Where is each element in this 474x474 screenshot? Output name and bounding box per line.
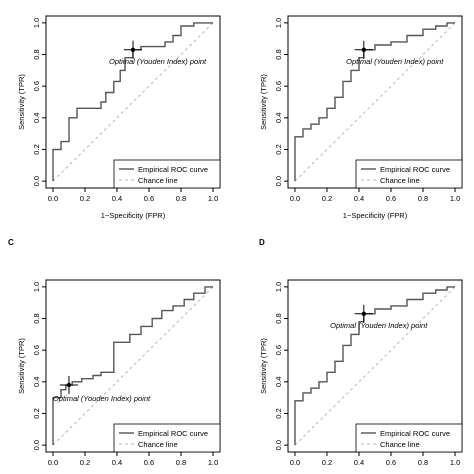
optimal-point	[66, 382, 72, 388]
legend-chance-label: Chance line	[138, 440, 178, 449]
optimal-point-annotation: Optimal (Youden Index) point	[330, 321, 428, 330]
x-tick-label: 1.0	[450, 194, 460, 203]
x-tick-label: 0.0	[48, 194, 58, 203]
legend-box	[355, 423, 463, 453]
legend-box	[113, 423, 221, 453]
roc-panel-1: 0.0 0.0 0.2 0.2 0.4 0.4 0.6 0.6 0.8 0.8 1.0 1.0 1−Sp…	[17, 15, 221, 220]
legend-roc-label: Empirical ROC curve	[138, 429, 208, 438]
legend-roc-label: Empirical ROC curve	[380, 165, 450, 174]
x-tick-label: 1.0	[208, 194, 218, 203]
y-tick-label: 1.0	[32, 18, 41, 28]
panel-label: C	[8, 238, 14, 247]
x-tick-label: 0.8	[418, 458, 428, 467]
y-axis-label: Sensitivity (TPR)	[259, 74, 268, 130]
x-tick-label: 0.4	[354, 194, 364, 203]
y-tick-label: 0.0	[32, 440, 41, 450]
optimal-point-annotation: Optimal (Youden Index) point	[109, 57, 207, 66]
chance-line	[52, 22, 214, 182]
roc-curve	[294, 286, 455, 446]
y-tick-label: 0.8	[32, 49, 41, 59]
y-tick-label: 1.0	[274, 282, 283, 292]
y-tick-label: 0.8	[274, 313, 283, 323]
y-tick-label: 1.0	[274, 18, 283, 28]
x-tick-label: 0.2	[322, 458, 332, 467]
optimal-point-annotation: Optimal (Youden Index) point	[346, 57, 444, 66]
legend-box	[113, 159, 221, 189]
x-tick-label: 0.4	[112, 458, 122, 467]
y-tick-label: 0.6	[32, 81, 41, 91]
roc-curve	[294, 22, 455, 182]
legend-roc-label: Empirical ROC curve	[380, 429, 450, 438]
optimal-point-annotation: Optimal (Youden Index) point	[53, 394, 151, 403]
chance-line	[52, 286, 214, 446]
y-axis-label: Sensitivity (TPR)	[259, 338, 268, 394]
roc-panel-4: 0.0 0.0 0.2 0.2 0.4 0.4 0.6 0.6 0.8 0.8 1.0 1.0 Sens…	[259, 238, 463, 467]
y-tick-label: 0.4	[274, 377, 283, 387]
x-tick-label: 0.6	[144, 194, 154, 203]
legend-chance-label: Chance line	[380, 440, 420, 449]
x-tick-label: 0.0	[290, 458, 300, 467]
optimal-point	[130, 47, 136, 52]
y-tick-label: 0.6	[32, 345, 41, 355]
x-tick-label: 0.2	[80, 458, 90, 467]
x-tick-label: 0.6	[144, 458, 154, 467]
y-tick-label: 0.6	[274, 81, 283, 91]
y-axis-label: Sensitivity (TPR)	[17, 338, 26, 394]
y-tick-label: 0.0	[32, 176, 41, 186]
y-tick-label: 0.0	[274, 176, 283, 186]
legend-roc-label: Empirical ROC curve	[138, 165, 208, 174]
y-tick-label: 0.2	[274, 144, 283, 154]
roc-curve	[52, 22, 213, 182]
x-axis-label: 1−Specificity (FPR)	[343, 211, 408, 220]
y-tick-label: 0.0	[274, 440, 283, 450]
y-tick-label: 0.4	[32, 113, 41, 123]
x-tick-label: 0.6	[386, 194, 396, 203]
roc-panel-3: 0.0 0.0 0.2 0.2 0.4 0.4 0.6 0.6 0.8 0.8 1.0 1.0 Sens…	[8, 238, 221, 467]
roc-curve	[52, 286, 213, 446]
y-axis-label: Sensitivity (TPR)	[17, 74, 26, 130]
y-tick-label: 0.2	[32, 408, 41, 418]
x-tick-label: 1.0	[450, 458, 460, 467]
y-tick-label: 0.4	[274, 113, 283, 123]
x-tick-label: 1.0	[208, 458, 218, 467]
chance-line	[294, 286, 456, 446]
panel-label: D	[259, 238, 265, 247]
legend-chance-label: Chance line	[138, 176, 178, 185]
legend-chance-label: Chance line	[380, 176, 420, 185]
x-tick-label: 0.0	[48, 458, 58, 467]
roc-panel-2: 0.0 0.0 0.2 0.2 0.4 0.4 0.6 0.6 0.8 0.8 1.0 1.0 1−Sp…	[259, 15, 463, 220]
x-tick-label: 0.2	[80, 194, 90, 203]
y-tick-label: 0.8	[274, 49, 283, 59]
chance-line	[294, 22, 456, 182]
x-axis-label: 1−Specificity (FPR)	[101, 211, 166, 220]
y-tick-label: 0.6	[274, 345, 283, 355]
x-tick-label: 0.6	[386, 458, 396, 467]
x-tick-label: 0.0	[290, 194, 300, 203]
y-tick-label: 0.2	[274, 408, 283, 418]
legend-box	[355, 159, 463, 189]
x-tick-label: 0.4	[354, 458, 364, 467]
optimal-point	[361, 47, 366, 52]
x-tick-label: 0.8	[176, 194, 186, 203]
x-tick-label: 0.8	[418, 194, 428, 203]
y-tick-label: 0.2	[32, 144, 41, 154]
x-tick-label: 0.4	[112, 194, 122, 203]
x-tick-label: 0.8	[176, 458, 186, 467]
x-tick-label: 0.2	[322, 194, 332, 203]
optimal-point	[361, 311, 366, 316]
y-tick-label: 1.0	[32, 282, 41, 292]
y-tick-label: 0.4	[32, 377, 41, 387]
y-tick-label: 0.8	[32, 313, 41, 323]
